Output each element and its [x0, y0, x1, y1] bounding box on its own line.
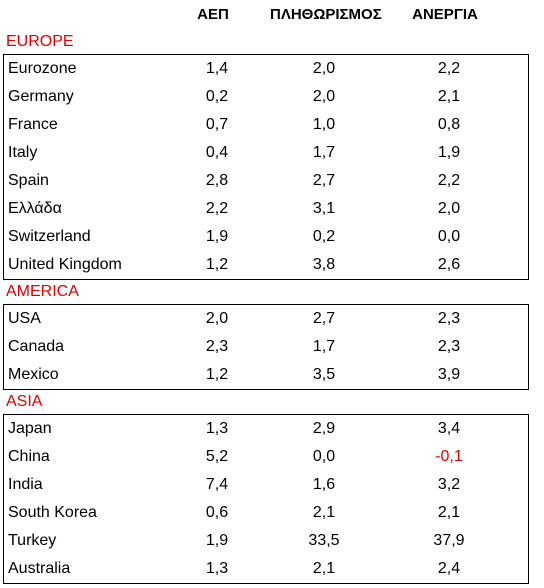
gdp-value: 7,4 [205, 476, 229, 493]
table-row: China 5,2 0,0 -0,1 [4, 443, 528, 471]
unemployment-value: -0,1 [435, 448, 463, 465]
country-name: Turkey [8, 532, 57, 549]
country-name: Eurozone [8, 60, 77, 77]
unemployment-value: 3,9 [437, 366, 461, 383]
unemployment-value: 2,3 [437, 310, 461, 327]
table-row: France 0,7 1,0 0,8 [4, 111, 528, 139]
inflation-value: 3,5 [312, 366, 336, 383]
gdp-value: 1,2 [205, 366, 229, 383]
unemployment-value: 2,6 [437, 256, 461, 273]
table-row: Japan 1,3 2,9 3,4 [4, 415, 528, 443]
gdp-value: 0,7 [205, 116, 229, 133]
unemployment-value: 2,2 [437, 172, 461, 189]
inflation-value: 1,0 [312, 116, 336, 133]
region-label: ASIA [6, 393, 43, 410]
country-name: Italy [8, 144, 38, 161]
gdp-value: 1,2 [205, 256, 229, 273]
country-name: China [8, 448, 50, 465]
table-row: Australia 1,3 2,1 2,4 [4, 555, 528, 583]
table-row: Switzerland 1,9 0,2 0,0 [4, 223, 528, 251]
inflation-value: 2,9 [312, 420, 336, 437]
unemployment-value: 0,8 [437, 116, 461, 133]
inflation-value: 0,2 [312, 228, 336, 245]
unemployment-value: 0,0 [437, 228, 461, 245]
inflation-value: 1,6 [312, 476, 336, 493]
region-label: AMERICA [6, 283, 79, 300]
unemployment-value: 2,1 [437, 504, 461, 521]
unemployment-value: 1,9 [437, 144, 461, 161]
country-name: South Korea [8, 504, 97, 521]
gdp-value: 2,0 [205, 310, 229, 327]
table-row: Eurozone 1,4 2,0 2,2 [4, 55, 528, 83]
column-header-gdp: ΑΕΠ [197, 6, 229, 23]
country-name: Canada [8, 338, 65, 355]
region-group: Japan 1,3 2,9 3,4 China 5,2 0,0 -0,1 India 7,4 1,6… [3, 414, 529, 584]
gdp-value: 2,3 [205, 338, 229, 355]
table-row: South Korea 0,6 2,1 2,1 [4, 499, 528, 527]
unemployment-value: 3,4 [437, 420, 461, 437]
country-name: Ελλάδα [8, 200, 62, 217]
gdp-value: 0,6 [205, 504, 229, 521]
country-name: Australia [8, 560, 71, 577]
column-header-inflation: ΠΛΗΘΩΡΙΣΜΟΣ [270, 6, 382, 23]
inflation-value: 1,7 [312, 144, 336, 161]
inflation-value: 3,1 [312, 200, 336, 217]
inflation-value: 2,1 [312, 560, 336, 577]
table-row: Ελλάδα 2,2 3,1 2,0 [4, 195, 528, 223]
unemployment-value: 2,3 [437, 338, 461, 355]
country-name: Switzerland [8, 228, 91, 245]
gdp-value: 0,4 [205, 144, 229, 161]
gdp-value: 5,2 [205, 448, 229, 465]
inflation-value: 1,7 [312, 338, 336, 355]
inflation-value: 2,7 [312, 172, 336, 189]
table-row: Italy 0,4 1,7 1,9 [4, 139, 528, 167]
unemployment-value: 2,4 [437, 560, 461, 577]
gdp-value: 1,9 [205, 228, 229, 245]
unemployment-value: 37,9 [433, 532, 465, 549]
gdp-value: 0,2 [205, 88, 229, 105]
inflation-value: 0,0 [312, 448, 336, 465]
country-name: India [8, 476, 43, 493]
inflation-value: 2,7 [312, 310, 336, 327]
region-group: Eurozone 1,4 2,0 2,2 Germany 0,2 2,0 2,1 France 0… [3, 54, 529, 280]
table-row: Turkey 1,9 33,5 37,9 [4, 527, 528, 555]
country-name: Japan [8, 420, 52, 437]
gdp-value: 1,4 [205, 60, 229, 77]
country-name: USA [8, 310, 41, 327]
column-header-unemployment: ΑΝΕΡΓΙΑ [412, 6, 478, 23]
inflation-value: 3,8 [312, 256, 336, 273]
gdp-value: 2,2 [205, 200, 229, 217]
gdp-value: 1,9 [205, 532, 229, 549]
table-row: Canada 2,3 1,7 2,3 [4, 333, 528, 361]
unemployment-value: 2,1 [437, 88, 461, 105]
gdp-value: 2,8 [205, 172, 229, 189]
table-row: Spain 2,8 2,7 2,2 [4, 167, 528, 195]
inflation-value: 33,5 [308, 532, 340, 549]
table-row: USA 2,0 2,7 2,3 [4, 305, 528, 333]
inflation-value: 2,0 [312, 88, 336, 105]
inflation-value: 2,0 [312, 60, 336, 77]
table-row: Germany 0,2 2,0 2,1 [4, 83, 528, 111]
unemployment-value: 3,2 [437, 476, 461, 493]
region-group: USA 2,0 2,7 2,3 Canada 2,3 1,7 2,3 Mexico 1,2 3,5 3… [3, 304, 529, 390]
region-label: EUROPE [6, 33, 74, 50]
unemployment-value: 2,0 [437, 200, 461, 217]
table-row: Mexico 1,2 3,5 3,9 [4, 361, 528, 389]
inflation-value: 2,1 [312, 504, 336, 521]
unemployment-value: 2,2 [437, 60, 461, 77]
country-name: Spain [8, 172, 49, 189]
table-row: India 7,4 1,6 3,2 [4, 471, 528, 499]
gdp-value: 1,3 [205, 420, 229, 437]
table-row: United Kingdom 1,2 3,8 2,6 [4, 251, 528, 279]
country-name: Germany [8, 88, 74, 105]
country-name: France [8, 116, 58, 133]
gdp-value: 1,3 [205, 560, 229, 577]
country-name: Mexico [8, 366, 59, 383]
country-name: United Kingdom [8, 256, 122, 273]
